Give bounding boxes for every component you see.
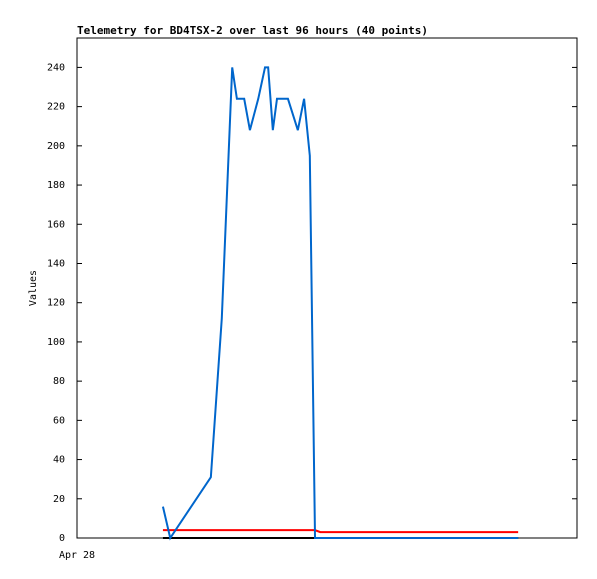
y-tick-label: 80 xyxy=(53,376,65,387)
y-tick-label: 200 xyxy=(47,141,65,152)
y-tick-label: 0 xyxy=(59,533,65,544)
y-tick-label: 220 xyxy=(47,102,65,113)
y-tick-label: 40 xyxy=(53,455,65,466)
plot-frame xyxy=(76,37,578,539)
y-tick-label: 20 xyxy=(53,494,65,505)
x-tick-label: Apr 28 xyxy=(59,550,95,561)
chart-title: Telemetry for BD4TSX-2 over last 96 hour… xyxy=(77,24,428,37)
y-axis-label: Values xyxy=(28,270,39,306)
y-tick-label: 140 xyxy=(47,258,65,269)
y-tick-label: 160 xyxy=(47,219,65,230)
y-tick-label: 240 xyxy=(47,62,65,73)
y-tick-label: 60 xyxy=(53,415,65,426)
y-tick-label: 120 xyxy=(47,298,65,309)
series-line xyxy=(162,529,519,534)
series-line xyxy=(161,66,519,541)
y-tick-label: 180 xyxy=(47,180,65,191)
y-tick-label: 100 xyxy=(47,337,65,348)
